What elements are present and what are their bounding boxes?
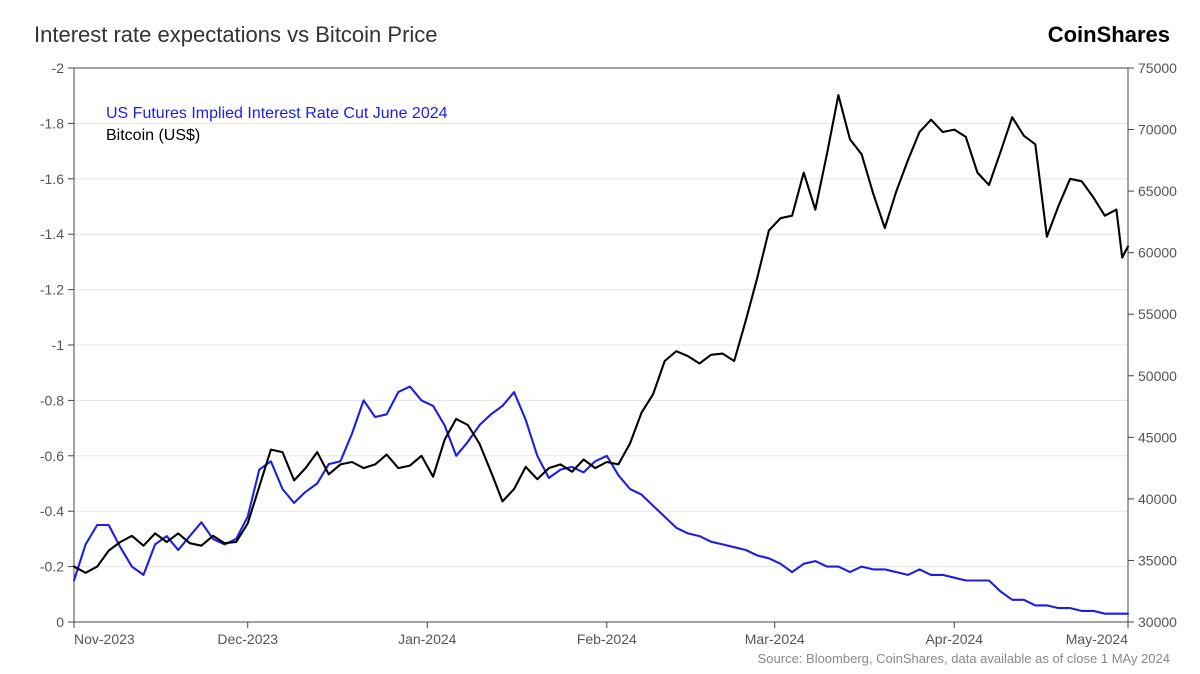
y-left-tick-label: -0.6 [40, 448, 64, 464]
y-right-tick-label: 50000 [1138, 368, 1177, 384]
y-left-tick-label: -1 [52, 337, 65, 353]
y-right-tick-label: 40000 [1138, 491, 1177, 507]
y-right-tick-label: 30000 [1138, 614, 1177, 630]
y-right-tick-label: 35000 [1138, 552, 1177, 568]
series-rate-cut [74, 387, 1128, 614]
series-bitcoin [74, 95, 1128, 573]
x-tick-label: Feb-2024 [577, 631, 637, 647]
x-tick-label: May-2024 [1066, 631, 1128, 647]
x-tick-label: Dec-2023 [217, 631, 278, 647]
y-right-tick-label: 60000 [1138, 245, 1177, 261]
y-left-tick-label: -1.6 [40, 171, 64, 187]
y-left-tick-label: -1.2 [40, 282, 64, 298]
y-right-tick-label: 65000 [1138, 183, 1177, 199]
y-left-tick-label: -0.8 [40, 392, 64, 408]
x-tick-label: Mar-2024 [745, 631, 805, 647]
y-right-tick-label: 55000 [1138, 306, 1177, 322]
y-left-tick-label: -1.4 [40, 226, 64, 242]
y-left-tick-label: -1.8 [40, 115, 64, 131]
y-left-tick-label: -2 [52, 60, 65, 76]
x-tick-label: Jan-2024 [398, 631, 457, 647]
source-footnote: Source: Bloomberg, CoinShares, data avai… [758, 651, 1170, 666]
y-left-tick-label: -0.2 [40, 559, 64, 575]
x-tick-label: Nov-2023 [74, 631, 135, 647]
y-left-tick-label: 0 [56, 614, 64, 630]
legend-label: Bitcoin (US$) [106, 127, 200, 144]
line-chart: Nov-2023 Dec-2023 Jan-2024 Feb-2024 Mar-2024… [0, 0, 1200, 674]
x-tick-label: Apr-2024 [925, 631, 983, 647]
legend-label: US Futures Implied Interest Rate Cut Jun… [106, 105, 448, 122]
y-left-tick-label: -0.4 [40, 503, 64, 519]
y-right-tick-label: 75000 [1138, 60, 1177, 76]
y-right-tick-label: 45000 [1138, 429, 1177, 445]
y-right-tick-label: 70000 [1138, 122, 1177, 138]
